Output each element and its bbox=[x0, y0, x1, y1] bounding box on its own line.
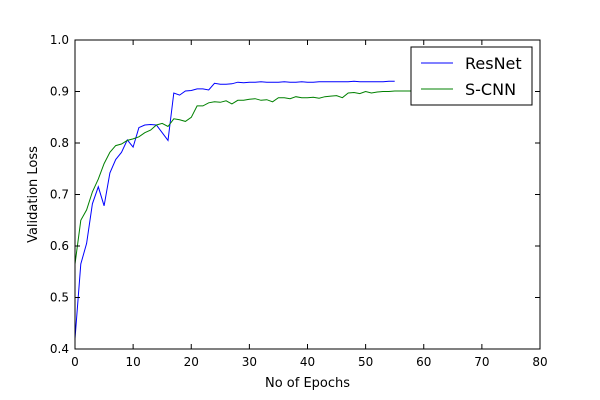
series-line-resnet bbox=[74, 80, 395, 339]
x-tick-label: 30 bbox=[242, 355, 257, 369]
x-tick-label: 0 bbox=[71, 355, 79, 369]
legend-label-s-cnn: S-CNN bbox=[465, 80, 516, 99]
x-tick-label: 60 bbox=[416, 355, 431, 369]
series-line-s-cnn bbox=[74, 90, 424, 265]
y-tick-label: 0.4 bbox=[50, 342, 69, 356]
y-tick-label: 0.7 bbox=[50, 188, 69, 202]
x-tick-label: 40 bbox=[300, 355, 315, 369]
series-layer bbox=[74, 80, 424, 339]
x-tick-label: 50 bbox=[358, 355, 373, 369]
x-axis-label: No of Epochs bbox=[265, 376, 350, 391]
y-tick-label: 0.9 bbox=[50, 85, 69, 99]
y-tick-label: 0.8 bbox=[50, 136, 69, 150]
legend-label-resnet: ResNet bbox=[465, 54, 522, 73]
y-tick-label: 0.5 bbox=[50, 291, 69, 305]
legend-box bbox=[410, 46, 533, 106]
y-tick-label: 0.6 bbox=[50, 239, 69, 253]
legend: ResNet S-CNN bbox=[410, 46, 533, 106]
y-tick-label: 1.0 bbox=[50, 33, 69, 47]
x-tick-label: 10 bbox=[125, 355, 140, 369]
ticks-layer: 0 10 20 30 40 50 60 70 80 0.4 0.5 0.6 0.7 0.8 0.9 1.0 bbox=[50, 33, 548, 369]
x-tick-label: 20 bbox=[184, 355, 199, 369]
x-tick-label: 80 bbox=[532, 355, 547, 369]
x-tick-label: 70 bbox=[474, 355, 489, 369]
y-axis-label: Validation Loss bbox=[26, 146, 41, 243]
